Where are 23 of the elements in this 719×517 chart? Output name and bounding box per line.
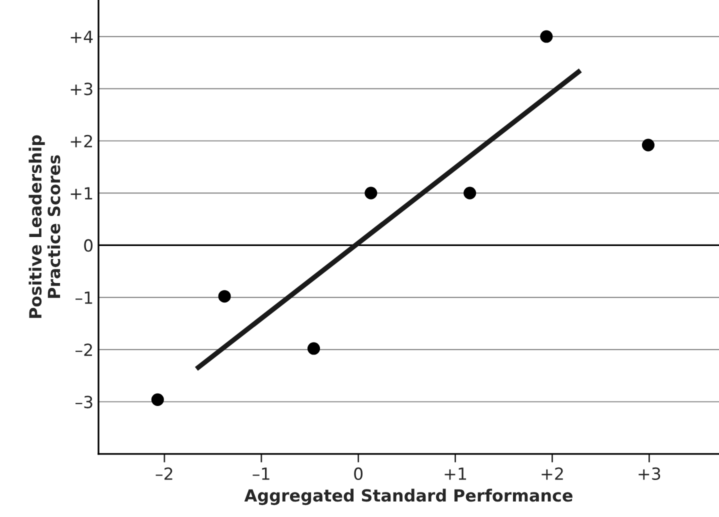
y-tick-label: +4 [70,30,93,43]
point [151,393,164,406]
point [307,342,320,355]
x-tick-label: –2 [156,467,172,480]
point [642,138,654,152]
y-tick-label: –3 [76,396,92,408]
x-tick-label: +3 [638,467,660,480]
y-tick-label: +3 [70,82,92,96]
y-tick-label: –1 [76,292,92,304]
y-tick-label: +2 [70,134,92,148]
point [464,186,476,200]
point [540,30,553,43]
point [364,186,378,200]
y-axis-title: Positive Leadership Practice Scores [28,135,60,318]
y-tick-label: +1 [70,187,92,200]
x-tick-label: +2 [542,467,563,480]
y-tick-label: 0 [84,239,93,252]
point [218,290,231,303]
x-tick-label: +1 [444,468,466,480]
x-tick-label: –1 [252,468,270,480]
y-tick-label: –2 [76,344,92,356]
x-tick-label: 0 [354,467,363,480]
x-axis-title: Aggregated Standard Performance [244,488,572,506]
